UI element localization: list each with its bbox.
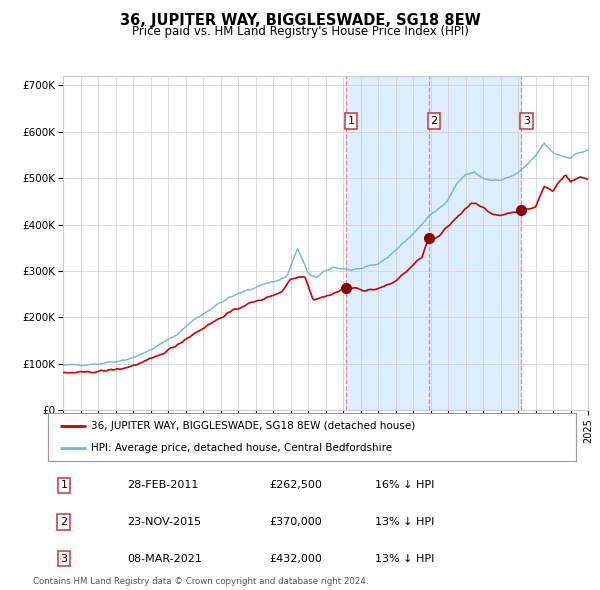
Text: 1: 1 <box>61 480 67 490</box>
Text: 08-MAR-2021: 08-MAR-2021 <box>127 553 202 563</box>
Text: Contains HM Land Registry data © Crown copyright and database right 2024.: Contains HM Land Registry data © Crown c… <box>33 577 368 586</box>
Text: 3: 3 <box>61 553 67 563</box>
Text: Price paid vs. HM Land Registry's House Price Index (HPI): Price paid vs. HM Land Registry's House … <box>131 25 469 38</box>
Text: HPI: Average price, detached house, Central Bedfordshire: HPI: Average price, detached house, Cent… <box>91 443 392 453</box>
Text: 28-FEB-2011: 28-FEB-2011 <box>127 480 199 490</box>
Text: 13% ↓ HPI: 13% ↓ HPI <box>376 517 435 527</box>
Text: 36, JUPITER WAY, BIGGLESWADE, SG18 8EW: 36, JUPITER WAY, BIGGLESWADE, SG18 8EW <box>119 13 481 28</box>
Text: 2: 2 <box>60 517 67 527</box>
Text: £262,500: £262,500 <box>270 480 323 490</box>
Text: 23-NOV-2015: 23-NOV-2015 <box>127 517 202 527</box>
Text: £370,000: £370,000 <box>270 517 323 527</box>
Bar <box>346 76 521 410</box>
Text: £432,000: £432,000 <box>270 553 323 563</box>
Text: 13% ↓ HPI: 13% ↓ HPI <box>376 553 435 563</box>
Text: 1: 1 <box>347 116 355 126</box>
Text: 16% ↓ HPI: 16% ↓ HPI <box>376 480 435 490</box>
Text: 2: 2 <box>430 116 437 126</box>
Text: 36, JUPITER WAY, BIGGLESWADE, SG18 8EW (detached house): 36, JUPITER WAY, BIGGLESWADE, SG18 8EW (… <box>91 421 416 431</box>
Text: 3: 3 <box>523 116 530 126</box>
